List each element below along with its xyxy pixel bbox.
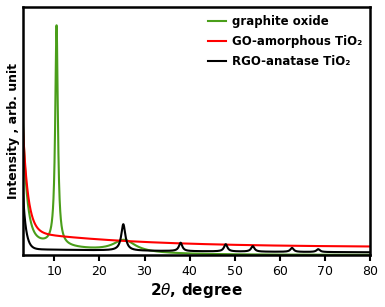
graphite oxide (169, 251, 174, 255)
GO-amorphous TiO₂ (186, 242, 190, 246)
Line: RGO-anatase TiO₂: RGO-anatase TiO₂ (23, 188, 370, 252)
GO-amorphous TiO₂ (169, 241, 174, 245)
RGO-anatase TiO₂ (166, 249, 171, 253)
graphite oxide (368, 253, 372, 257)
GO-amorphous TiO₂ (20, 120, 25, 124)
GO-amorphous TiO₂ (357, 245, 362, 248)
graphite oxide (166, 251, 171, 254)
graphite oxide (20, 114, 25, 118)
Line: graphite oxide: graphite oxide (23, 25, 370, 255)
GO-amorphous TiO₂ (273, 244, 277, 247)
RGO-anatase TiO₂ (169, 249, 174, 252)
X-axis label: 2$\theta$, degree: 2$\theta$, degree (150, 281, 243, 300)
graphite oxide (186, 251, 190, 255)
RGO-anatase TiO₂ (340, 250, 345, 254)
RGO-anatase TiO₂ (273, 250, 277, 254)
RGO-anatase TiO₂ (368, 251, 372, 254)
GO-amorphous TiO₂ (368, 245, 372, 248)
Line: GO-amorphous TiO₂: GO-amorphous TiO₂ (23, 122, 370, 247)
Legend: graphite oxide, GO-amorphous TiO₂, RGO-anatase TiO₂: graphite oxide, GO-amorphous TiO₂, RGO-a… (206, 13, 364, 71)
graphite oxide (340, 253, 345, 257)
graphite oxide (357, 253, 362, 257)
RGO-anatase TiO₂ (357, 250, 362, 254)
Y-axis label: Intensity , arb. unit: Intensity , arb. unit (7, 63, 20, 199)
GO-amorphous TiO₂ (340, 244, 345, 248)
graphite oxide (54, 23, 59, 27)
RGO-anatase TiO₂ (186, 249, 190, 252)
RGO-anatase TiO₂ (20, 186, 25, 189)
graphite oxide (273, 253, 278, 256)
GO-amorphous TiO₂ (166, 241, 171, 245)
